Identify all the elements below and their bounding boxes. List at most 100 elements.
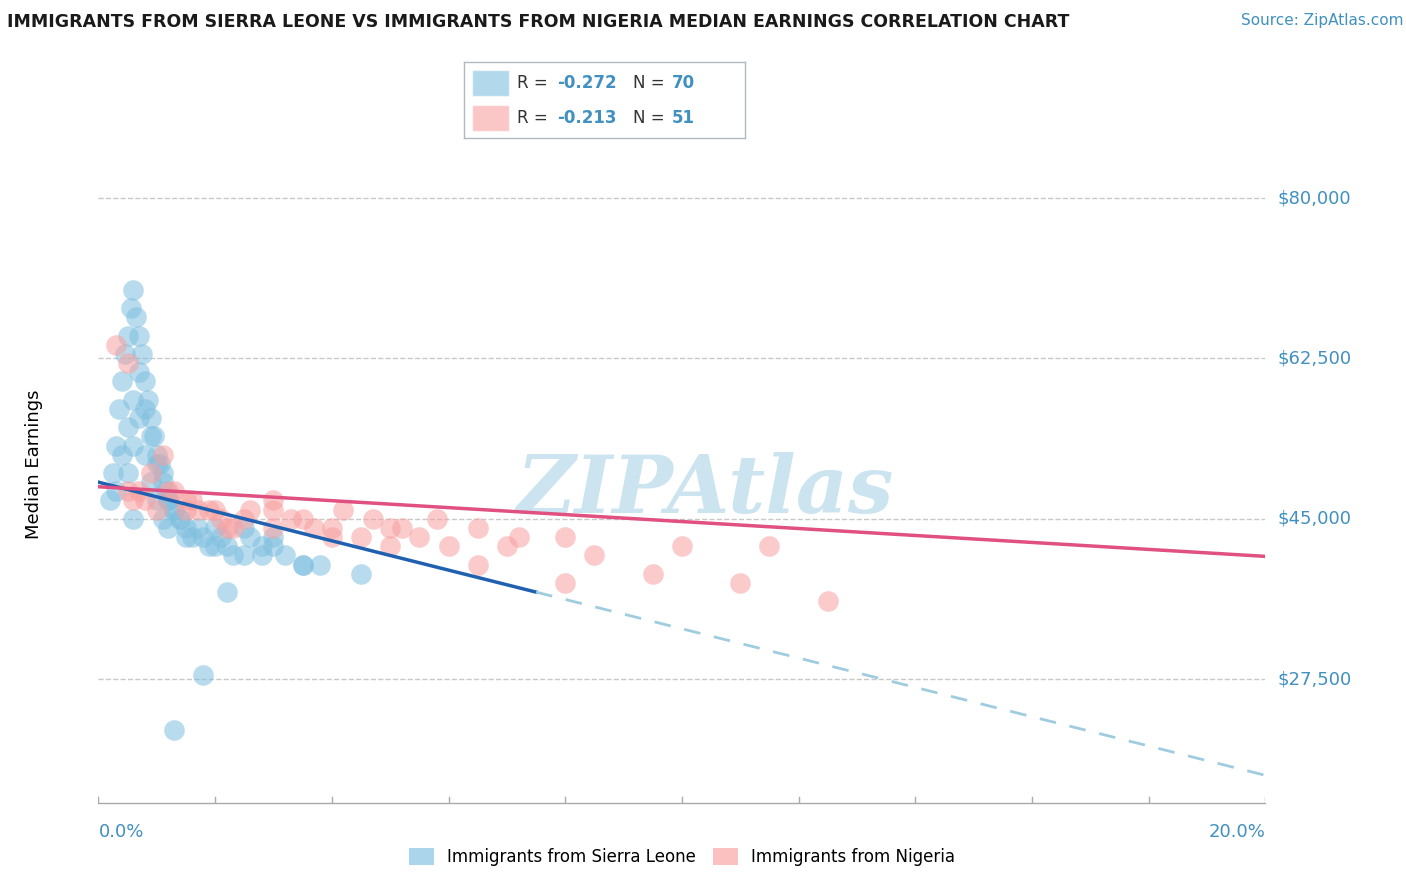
Point xyxy=(174,493,197,508)
Point xyxy=(163,484,186,499)
Point xyxy=(554,530,576,544)
Point xyxy=(174,521,197,535)
Point xyxy=(350,530,373,544)
Point xyxy=(122,283,145,297)
Point xyxy=(152,448,174,462)
Point xyxy=(291,558,314,572)
Point xyxy=(291,558,314,572)
Point xyxy=(108,401,131,416)
Point xyxy=(378,521,402,535)
Point xyxy=(117,466,139,480)
Point xyxy=(128,365,150,379)
Point xyxy=(128,484,150,499)
Point xyxy=(174,502,197,516)
Point xyxy=(187,521,209,535)
Point xyxy=(111,375,134,389)
Point xyxy=(508,530,530,544)
Text: R =: R = xyxy=(517,74,554,92)
Point xyxy=(817,594,839,608)
Text: R =: R = xyxy=(517,109,554,127)
Point xyxy=(426,512,449,526)
Point xyxy=(114,347,136,361)
Point xyxy=(128,411,150,425)
Point xyxy=(332,502,354,516)
Text: N =: N = xyxy=(633,109,669,127)
Point xyxy=(101,466,124,480)
Point xyxy=(134,401,156,416)
Text: 0.0%: 0.0% xyxy=(98,823,143,841)
Point xyxy=(134,375,156,389)
Point xyxy=(163,723,186,737)
Point xyxy=(139,411,162,425)
Point xyxy=(120,301,142,315)
Point xyxy=(117,356,139,370)
Point xyxy=(122,512,145,526)
Point xyxy=(233,521,256,535)
Point xyxy=(641,566,664,581)
Point xyxy=(391,521,413,535)
Point xyxy=(221,521,243,535)
Point xyxy=(98,493,121,508)
Point xyxy=(122,493,145,508)
Point xyxy=(291,512,314,526)
Point xyxy=(155,484,177,499)
Text: ZIPAtlas: ZIPAtlas xyxy=(516,452,894,530)
Point xyxy=(204,502,226,516)
Point xyxy=(128,328,150,343)
Point xyxy=(204,521,226,535)
Point xyxy=(104,438,127,452)
Point xyxy=(136,392,159,407)
Point xyxy=(134,448,156,462)
Text: 70: 70 xyxy=(672,74,695,92)
Point xyxy=(215,539,238,553)
Point xyxy=(204,539,226,553)
Point xyxy=(149,457,172,471)
Point xyxy=(233,549,256,563)
Point xyxy=(187,502,209,516)
Point xyxy=(125,310,148,325)
Point xyxy=(671,539,693,553)
Point xyxy=(250,549,273,563)
Point xyxy=(174,530,197,544)
Point xyxy=(209,512,232,526)
Point xyxy=(262,539,284,553)
Point xyxy=(215,521,238,535)
Point xyxy=(198,539,221,553)
Point xyxy=(730,576,752,591)
Point xyxy=(408,530,430,544)
Point xyxy=(152,475,174,490)
Point xyxy=(209,530,232,544)
Point xyxy=(378,539,402,553)
Point xyxy=(169,512,191,526)
Point xyxy=(274,549,297,563)
Point xyxy=(104,337,127,351)
Point xyxy=(163,502,186,516)
Point xyxy=(262,493,284,508)
Point xyxy=(146,493,169,508)
Text: -0.272: -0.272 xyxy=(557,74,616,92)
Point xyxy=(437,539,460,553)
Point xyxy=(554,576,576,591)
Point xyxy=(250,539,273,553)
Point xyxy=(146,502,169,516)
Legend: Immigrants from Sierra Leone, Immigrants from Nigeria: Immigrants from Sierra Leone, Immigrants… xyxy=(402,841,962,872)
Point xyxy=(361,512,384,526)
Point xyxy=(169,512,191,526)
Text: 20.0%: 20.0% xyxy=(1209,823,1265,841)
Point xyxy=(198,502,221,516)
Point xyxy=(350,566,373,581)
Point xyxy=(131,347,153,361)
Point xyxy=(467,558,489,572)
Point xyxy=(262,530,284,544)
Text: IMMIGRANTS FROM SIERRA LEONE VS IMMIGRANTS FROM NIGERIA MEDIAN EARNINGS CORRELAT: IMMIGRANTS FROM SIERRA LEONE VS IMMIGRAN… xyxy=(7,13,1070,31)
Point xyxy=(304,521,326,535)
Point xyxy=(117,328,139,343)
Point xyxy=(146,448,169,462)
Point xyxy=(146,457,169,471)
Text: $45,000: $45,000 xyxy=(1277,510,1351,528)
Text: N =: N = xyxy=(633,74,669,92)
Point xyxy=(157,493,180,508)
Point xyxy=(262,502,284,516)
Point xyxy=(239,502,262,516)
Point xyxy=(152,512,174,526)
